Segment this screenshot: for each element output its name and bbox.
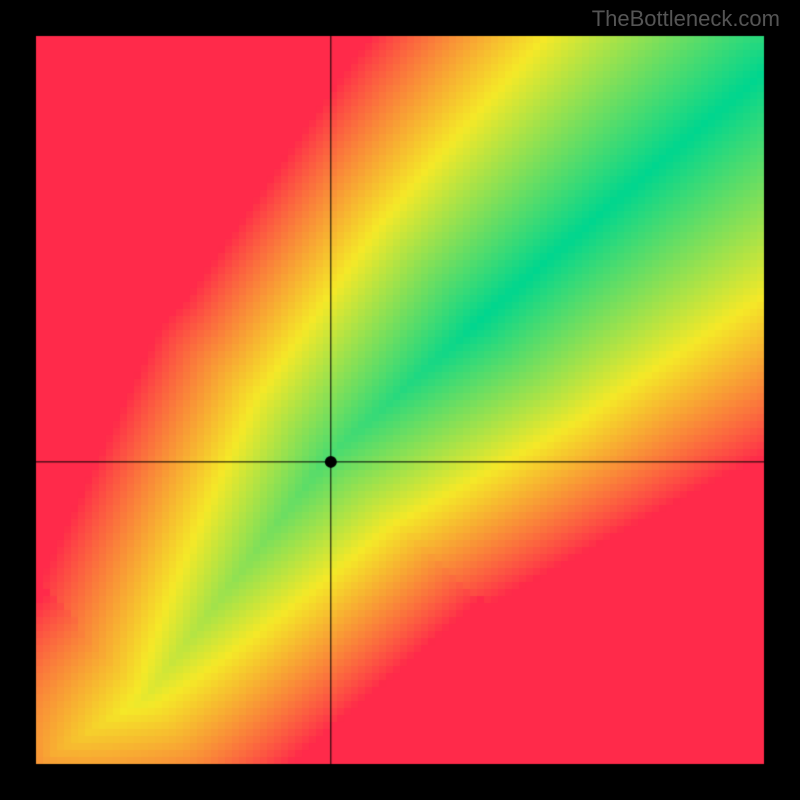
watermark-text: TheBottleneck.com xyxy=(592,6,780,32)
chart-container: TheBottleneck.com xyxy=(0,0,800,800)
bottleneck-heatmap-canvas xyxy=(0,0,800,800)
